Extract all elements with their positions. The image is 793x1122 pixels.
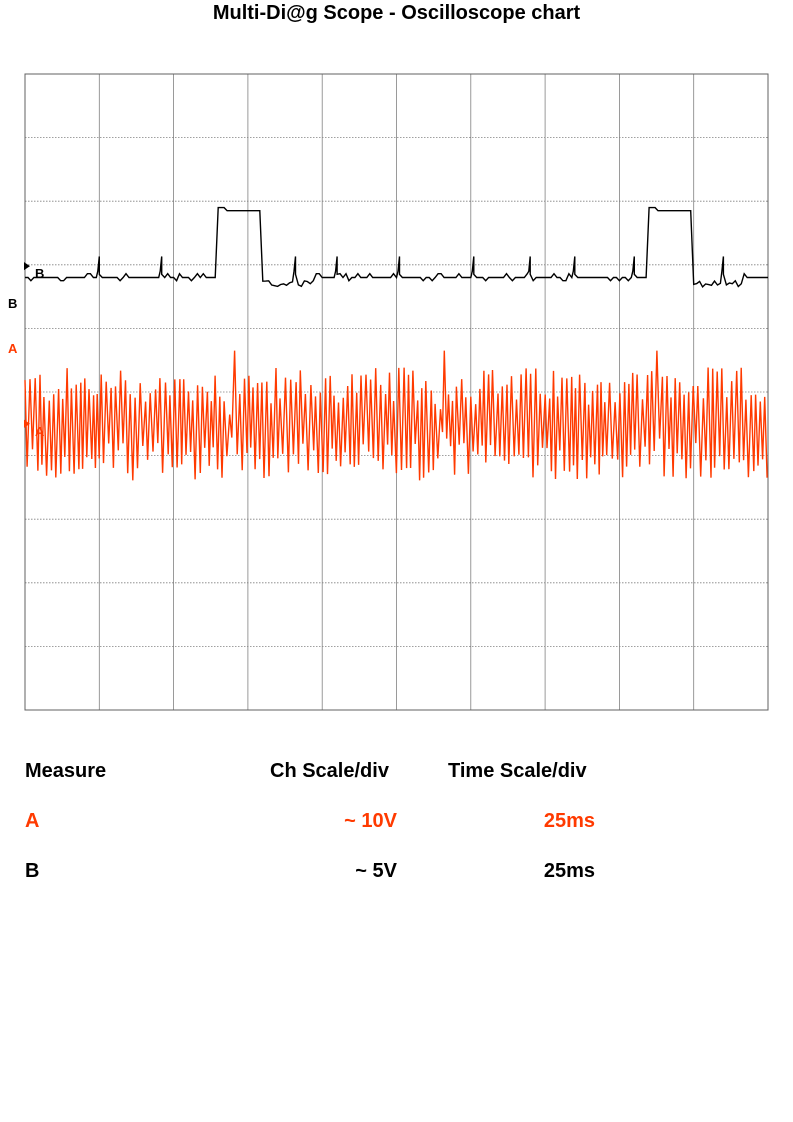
trace-channel-b [25, 206, 768, 289]
channel-b-side-label: B [8, 296, 18, 311]
row-b-time-scale: 25ms [543, 860, 595, 882]
row-b-ch-scale: ~ 5V [355, 860, 397, 882]
trace-channel-a [24, 350, 768, 481]
channel-a-arrow-icon [24, 419, 30, 428]
traces [24, 206, 768, 481]
row-b-measure: B [25, 860, 40, 882]
measurement-row-b: B ~ 5V 25ms [25, 860, 605, 910]
header-ch-scale: Ch Scale/div [270, 760, 389, 782]
channel-markers: AB [24, 262, 45, 439]
grid [24, 73, 769, 711]
channel-a-marker-label: A [35, 424, 45, 439]
row-a-time-scale: 25ms [543, 810, 595, 832]
channel-b-marker-label: B [35, 266, 44, 281]
measurements-header-row: Measure Ch Scale/div Time Scale/div [25, 760, 605, 810]
header-time-scale: Time Scale/div [448, 760, 587, 782]
row-a-ch-scale: ~ 10V [344, 810, 397, 832]
channel-b-arrow-icon [24, 262, 30, 271]
header-measure: Measure [25, 760, 107, 782]
row-a-measure: A [25, 810, 40, 832]
oscilloscope-chart: AB [24, 73, 769, 711]
measurements-table: Measure Ch Scale/div Time Scale/div A ~ … [25, 760, 605, 910]
chart-title: Multi-Di@g Scope - Oscilloscope chart [212, 2, 581, 24]
measurement-row-a: A ~ 10V 25ms [25, 810, 605, 860]
channel-a-side-label: A [8, 341, 18, 356]
